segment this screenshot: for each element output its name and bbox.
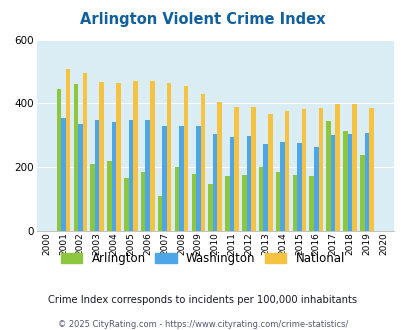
Bar	[241, 175, 246, 231]
Bar	[309, 176, 313, 231]
Bar	[90, 164, 95, 231]
Bar	[73, 84, 78, 231]
Bar	[352, 104, 356, 231]
Bar	[78, 124, 83, 231]
Bar	[162, 126, 166, 231]
Bar	[313, 148, 318, 231]
Bar	[217, 102, 222, 231]
Bar	[116, 83, 121, 231]
Bar	[124, 178, 128, 231]
Bar	[296, 143, 301, 231]
Bar	[141, 172, 145, 231]
Bar	[66, 69, 70, 231]
Bar	[200, 94, 205, 231]
Bar	[364, 133, 368, 231]
Text: Arlington Violent Crime Index: Arlington Violent Crime Index	[80, 12, 325, 26]
Bar	[166, 83, 171, 231]
Bar	[326, 121, 330, 231]
Bar	[347, 134, 352, 231]
Bar	[212, 134, 217, 231]
Bar	[279, 142, 284, 231]
Bar	[229, 137, 234, 231]
Bar	[267, 114, 272, 231]
Legend: Arlington, Washington, National: Arlington, Washington, National	[56, 247, 349, 270]
Bar	[284, 111, 289, 231]
Bar	[111, 122, 116, 231]
Bar	[330, 135, 335, 231]
Bar	[292, 175, 296, 231]
Text: Crime Index corresponds to incidents per 100,000 inhabitants: Crime Index corresponds to incidents per…	[48, 295, 357, 305]
Bar	[191, 174, 196, 231]
Bar	[61, 118, 66, 231]
Bar	[57, 89, 61, 231]
Bar	[318, 108, 322, 231]
Bar	[145, 120, 150, 231]
Bar	[246, 136, 251, 231]
Bar	[133, 82, 137, 231]
Bar	[174, 167, 179, 231]
Bar	[83, 73, 87, 231]
Bar	[208, 184, 212, 231]
Bar	[342, 130, 347, 231]
Text: © 2025 CityRating.com - https://www.cityrating.com/crime-statistics/: © 2025 CityRating.com - https://www.city…	[58, 320, 347, 329]
Bar	[107, 161, 111, 231]
Bar	[225, 176, 229, 231]
Bar	[275, 172, 279, 231]
Bar	[158, 196, 162, 231]
Bar	[183, 86, 188, 231]
Bar	[95, 120, 99, 231]
Bar	[99, 82, 104, 231]
Bar	[258, 167, 263, 231]
Bar	[179, 126, 183, 231]
Bar	[301, 109, 305, 231]
Bar	[368, 108, 373, 231]
Bar	[335, 104, 339, 231]
Bar	[251, 107, 255, 231]
Bar	[359, 155, 364, 231]
Bar	[196, 126, 200, 231]
Bar	[150, 81, 154, 231]
Bar	[234, 107, 238, 231]
Bar	[128, 120, 133, 231]
Bar	[263, 144, 267, 231]
